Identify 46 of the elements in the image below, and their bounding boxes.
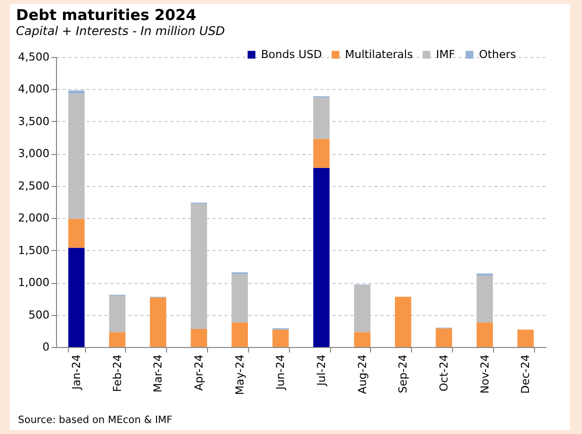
- x-tick-label: Feb-24: [110, 354, 124, 392]
- bar: [436, 328, 452, 347]
- x-tick-label: Apr-24: [192, 354, 206, 391]
- bar: [354, 332, 370, 347]
- y-tick-label: 0: [42, 340, 50, 354]
- y-tick-label: 4,000: [18, 82, 50, 96]
- y-tick-label: 2,500: [18, 179, 50, 192]
- y-tick-label: 3,500: [18, 114, 50, 128]
- x-tick-label: Sep-24: [396, 354, 410, 394]
- bar: [232, 322, 248, 347]
- bar: [68, 248, 85, 347]
- bar: [68, 90, 85, 94]
- y-tick-label: 1,000: [18, 276, 50, 290]
- y-tick-label: 500: [28, 308, 50, 322]
- x-tick-label: Nov-24: [478, 354, 492, 394]
- source-note: Source: based on MEcon & IMF: [18, 415, 172, 426]
- y-tick-label: 3,000: [18, 147, 50, 160]
- bar: [150, 297, 166, 347]
- bar: [313, 168, 330, 347]
- y-tick-label: 4,500: [18, 50, 50, 64]
- chart-title: Debt maturities 2024: [16, 6, 196, 24]
- legend-label: Others: [479, 48, 516, 61]
- x-tick-label: Dec-24: [519, 354, 532, 394]
- bar: [190, 328, 208, 347]
- bar: [476, 322, 493, 347]
- y-tick-label: 2,000: [18, 212, 50, 225]
- legend-label: IMF: [436, 48, 456, 61]
- bar: [313, 98, 330, 139]
- x-tick-label: May-24: [233, 354, 246, 396]
- x-tick-label: Jun-24: [274, 354, 288, 391]
- x-tick-label: Aug-24: [356, 354, 369, 394]
- x-tick-label: Jul-24: [314, 354, 328, 387]
- bar: [272, 330, 289, 347]
- y-tick-label: 1,500: [18, 244, 50, 257]
- bar: [68, 218, 85, 248]
- legend-label: Bonds USD: [261, 48, 322, 61]
- bar: [109, 332, 126, 347]
- x-tick-label: Oct-24: [437, 354, 450, 392]
- chart-subtitle: Capital + Interests - In million USD: [16, 24, 225, 38]
- bar: [517, 330, 534, 347]
- bar: [394, 296, 412, 347]
- x-tick-label: Jan-24: [70, 354, 83, 390]
- bar: [68, 94, 85, 219]
- legend-label: Multilaterals: [345, 48, 414, 61]
- bar: [313, 138, 330, 168]
- x-tick-label: Mar-24: [152, 354, 165, 393]
